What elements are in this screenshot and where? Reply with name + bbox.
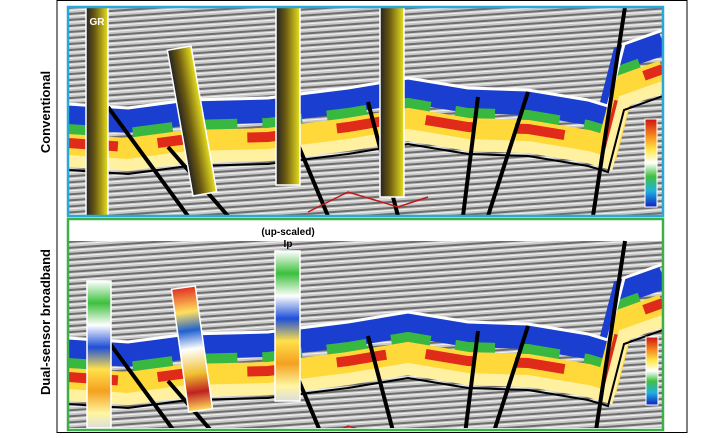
- color-bar: [645, 336, 659, 406]
- well-label: GR: [90, 17, 106, 28]
- well-log: [85, 6, 109, 217]
- conventional-panel: GR: [66, 5, 665, 218]
- well-log: [86, 280, 112, 429]
- well-log: [166, 45, 218, 197]
- color-bar: [644, 118, 658, 208]
- broadband-panel: (up-scaled) Ip: [66, 217, 665, 432]
- well-label: Ip: [284, 239, 293, 250]
- panel-border: [66, 217, 665, 432]
- panel-label: Conventional: [38, 71, 53, 153]
- well-label: (up-scaled): [261, 227, 314, 238]
- well-log: [379, 6, 405, 198]
- well-log: [274, 250, 301, 402]
- panel-label: Dual-sensor broadband: [38, 249, 53, 395]
- well-log: [275, 6, 301, 186]
- panel-border: [66, 5, 665, 218]
- well-log: [170, 285, 214, 413]
